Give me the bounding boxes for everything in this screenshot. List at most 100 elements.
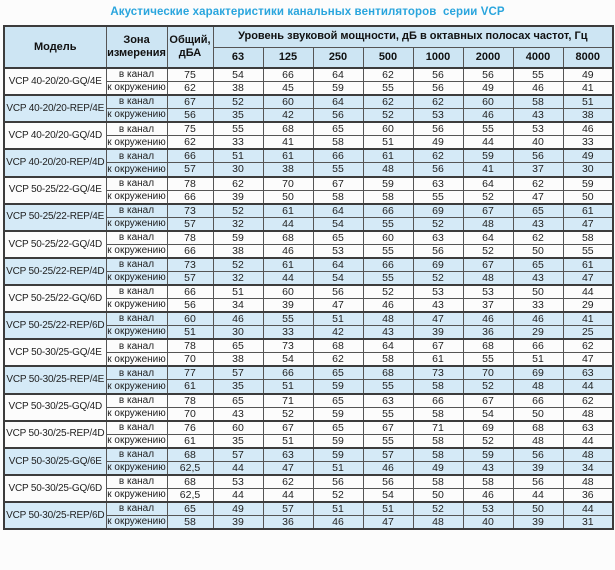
table-header: Модель Зона измерения Общий, дБА Уровень… bbox=[3, 25, 614, 69]
spl-value: 39 bbox=[412, 325, 464, 341]
spl-value: 57 bbox=[262, 501, 314, 517]
spl-value: 53 bbox=[212, 474, 264, 489]
header-row-top: Модель Зона измерения Общий, дБА Уровень… bbox=[3, 25, 614, 69]
spl-value: 38 bbox=[212, 243, 264, 259]
table-row: VCP 50-25/22-GQ/6D в канал 66 51 60 56 52 53 53 5… bbox=[3, 284, 614, 314]
spl-value: 65 bbox=[212, 393, 264, 408]
model-name: VCP 50-25/22-REP/4E bbox=[3, 203, 107, 232]
table-row: к окружению 57 30 38 55 48 56 41 37 30 bbox=[4, 162, 614, 178]
spl-value: 51 bbox=[262, 379, 314, 395]
spl-value: 49 bbox=[412, 135, 464, 151]
spl-value: 68 bbox=[512, 420, 564, 435]
total-dba-value: 75 bbox=[166, 121, 214, 137]
model-name: VCP 50-30/25-REP/6D bbox=[3, 501, 107, 531]
spl-value: 56 bbox=[362, 474, 414, 489]
spl-value: 50 bbox=[262, 189, 314, 205]
spl-value: 55 bbox=[462, 352, 514, 368]
total-dba-value: 77 bbox=[166, 365, 214, 381]
spl-value: 44 bbox=[262, 216, 314, 232]
total-dba-value: 73 bbox=[166, 203, 214, 218]
zone-label: к окружению bbox=[105, 406, 168, 422]
spl-value: 51 bbox=[362, 501, 414, 517]
spl-value: 47 bbox=[312, 298, 364, 314]
spl-value: 50 bbox=[512, 501, 564, 517]
spl-value: 62 bbox=[412, 148, 464, 164]
spl-value: 64 bbox=[462, 176, 514, 191]
spl-value: 63 bbox=[412, 176, 464, 191]
spl-value: 55 bbox=[462, 121, 514, 137]
spl-value: 49 bbox=[562, 67, 614, 83]
total-dba-value: 73 bbox=[166, 257, 214, 272]
total-dba-value: 68 bbox=[166, 447, 214, 462]
spl-value: 46 bbox=[462, 108, 514, 124]
spl-value: 63 bbox=[262, 447, 314, 462]
spl-value: 68 bbox=[262, 230, 314, 245]
spl-value: 54 bbox=[212, 67, 264, 83]
spl-value: 55 bbox=[562, 243, 614, 259]
spl-value: 59 bbox=[462, 148, 514, 164]
zone-label: в канал bbox=[105, 230, 168, 245]
spl-value: 52 bbox=[462, 189, 514, 205]
spl-value: 59 bbox=[212, 230, 264, 245]
zone-label: в канал bbox=[105, 67, 168, 83]
spl-value: 34 bbox=[212, 298, 264, 314]
table-row: VCP 50-30/25-REP/4D в канал 76 60 67 65 67 71 69… bbox=[3, 420, 614, 449]
total-dba-value: 70 bbox=[166, 352, 214, 368]
total-dba-value: 66 bbox=[166, 243, 214, 259]
spl-value: 50 bbox=[512, 406, 564, 422]
spl-value: 46 bbox=[262, 243, 314, 259]
table-row: VCP 40-20/20-GQ/4D в канал 75 55 68 65 60 56 55 5… bbox=[3, 121, 614, 151]
spl-value: 52 bbox=[212, 203, 264, 218]
spl-value: 44 bbox=[562, 284, 614, 300]
spl-value: 48 bbox=[562, 447, 614, 462]
spl-value: 51 bbox=[262, 433, 314, 449]
spl-value: 63 bbox=[562, 420, 614, 435]
spl-value: 55 bbox=[512, 67, 564, 83]
spl-value: 58 bbox=[312, 135, 364, 151]
spl-value: 47 bbox=[412, 311, 464, 327]
spl-value: 65 bbox=[312, 420, 364, 435]
spl-value: 49 bbox=[562, 148, 614, 164]
spl-value: 52 bbox=[412, 216, 464, 232]
total-dba-value: 66 bbox=[166, 284, 214, 300]
spl-value: 50 bbox=[512, 243, 564, 259]
spl-value: 62 bbox=[562, 338, 614, 354]
spl-value: 35 bbox=[212, 108, 264, 124]
spl-value: 31 bbox=[562, 515, 614, 531]
spl-value: 55 bbox=[262, 311, 314, 327]
table-row: к окружению 70 38 54 62 58 61 55 51 47 bbox=[4, 352, 614, 368]
total-dba-value: 61 bbox=[166, 433, 214, 449]
spl-value: 37 bbox=[462, 298, 514, 314]
table-row: к окружению 62 38 45 59 55 56 49 46 41 bbox=[4, 81, 614, 97]
spl-value: 53 bbox=[512, 121, 564, 137]
spl-value: 58 bbox=[562, 230, 614, 245]
spl-value: 56 bbox=[312, 284, 364, 300]
spl-value: 33 bbox=[212, 135, 264, 151]
spl-value: 38 bbox=[212, 352, 264, 368]
spl-value: 43 bbox=[462, 460, 514, 476]
spl-value: 70 bbox=[462, 365, 514, 381]
spl-value: 60 bbox=[262, 94, 314, 110]
spl-value: 43 bbox=[362, 325, 414, 341]
table-row: к окружению 56 35 42 56 52 53 46 43 38 bbox=[4, 108, 614, 124]
spl-value: 54 bbox=[462, 406, 514, 422]
spl-value: 33 bbox=[512, 298, 564, 314]
table-row: VCP 50-30/25-GQ/4D в канал 78 65 71 65 63 66 67 6… bbox=[3, 392, 614, 422]
spl-value: 47 bbox=[512, 189, 564, 205]
zone-label: к окружению bbox=[105, 216, 168, 232]
total-dba-value: 61 bbox=[166, 379, 214, 395]
total-dba-value: 76 bbox=[166, 420, 214, 435]
zone-label: к окружению bbox=[105, 487, 168, 503]
header-freq-2000: 2000 bbox=[462, 46, 514, 69]
total-dba-value: 66 bbox=[166, 189, 214, 205]
table-row: VCP 50-25/22-REP/4E в канал 73 52 61 64 66 69 67… bbox=[3, 203, 614, 232]
spl-value: 68 bbox=[262, 121, 314, 137]
zone-label: в канал bbox=[105, 420, 168, 435]
spl-value: 43 bbox=[412, 298, 464, 314]
zone-label: в канал bbox=[105, 148, 168, 164]
spl-value: 56 bbox=[512, 148, 564, 164]
spl-value: 43 bbox=[212, 406, 264, 422]
model-name: VCP 50-25/22-GQ/4D bbox=[3, 230, 107, 259]
spl-value: 40 bbox=[462, 515, 514, 531]
spl-value: 50 bbox=[412, 487, 464, 503]
